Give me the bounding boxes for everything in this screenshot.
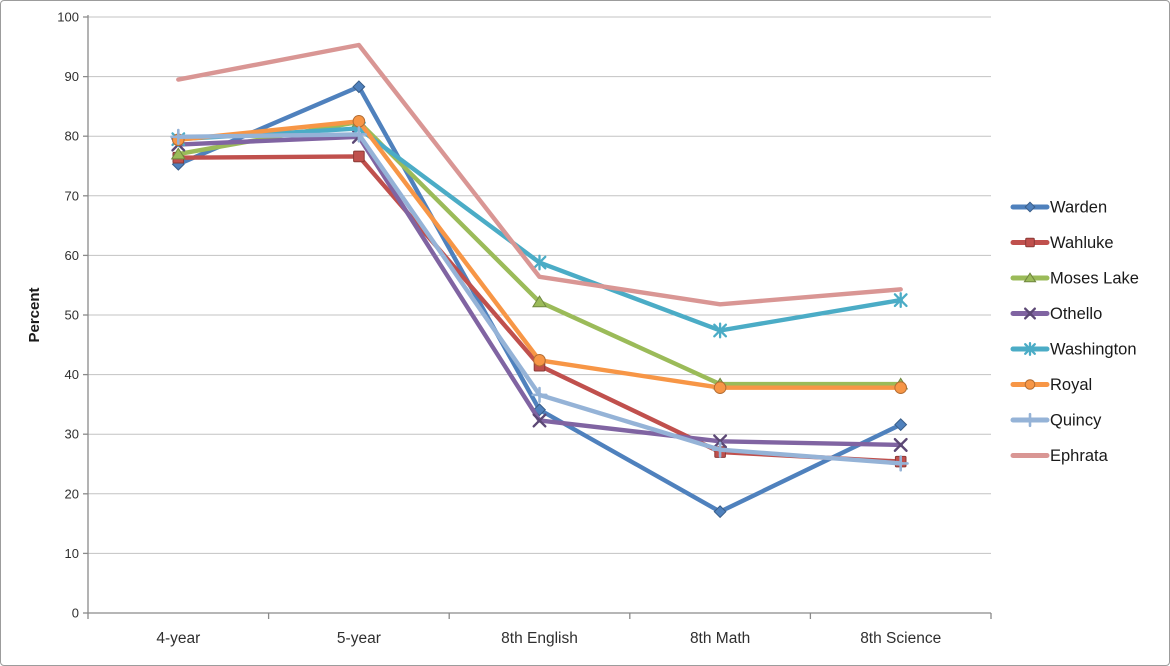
series-marker-quincy [711, 441, 729, 458]
legend-item-moses-lake: Moses Lake [1010, 270, 1139, 288]
series-marker-warden [894, 418, 908, 432]
line [1024, 343, 1036, 355]
series-marker-washington [713, 322, 728, 339]
legend-label: Warden [1050, 199, 1107, 217]
x-axis-label: 8th Math [690, 630, 750, 647]
legend-item-othello: Othello [1010, 305, 1102, 323]
series-marker-quincy [170, 128, 187, 145]
y-axis-tick-label: 90 [65, 69, 79, 84]
series-marker-othello [713, 434, 728, 449]
series-marker-quincy [892, 455, 909, 472]
y-axis-tick-label: 0 [72, 606, 79, 621]
y-axis-tick-label: 80 [65, 129, 79, 144]
series-marker-washington [532, 254, 547, 271]
series-marker-othello [893, 437, 908, 452]
legend-label: Quincy [1050, 412, 1102, 430]
y-axis-tick-label: 30 [65, 427, 79, 442]
legend-label: Othello [1050, 305, 1102, 323]
legend-label: Moses Lake [1050, 270, 1139, 288]
series-marker-warden [713, 505, 727, 519]
legend-item-wahluke: Wahluke [1010, 234, 1114, 252]
series-quincy [170, 126, 909, 472]
line [713, 323, 728, 338]
legend-marker-warden [1024, 201, 1036, 213]
line [532, 413, 547, 428]
series-marker-quincy [531, 386, 548, 403]
series-marker-moses-lake [531, 295, 548, 308]
series-marker-moses-lake [170, 147, 186, 160]
legend-label: Ephrata [1050, 447, 1109, 465]
series-marker-wahluke [353, 150, 365, 163]
series-marker-othello [532, 413, 547, 428]
x-axis-label: 5-year [337, 630, 381, 647]
series-layer [170, 42, 909, 519]
x-axis-label: 8th Science [860, 630, 941, 647]
series-marker-warden [532, 403, 547, 417]
y-axis-tick-label: 20 [65, 486, 79, 501]
line [713, 434, 728, 449]
legend: Warden Wahluke Moses Lake Othello Washington… [1010, 199, 1139, 465]
legend-marker-moses-lake [1023, 272, 1037, 283]
series-line-moses-lake [176, 119, 903, 387]
legend-marker-wahluke [1025, 237, 1035, 248]
axes-layer: 0 10 20 30 40 50 60 70 80 90 100 4-year 5-year 8th En… [57, 10, 992, 647]
y-axis-tick-label: 10 [65, 546, 79, 561]
y-axis-tick-label: 70 [65, 188, 79, 203]
series-marker-royal [352, 115, 366, 128]
series-marker-royal [713, 381, 727, 395]
gridlines-layer [88, 16, 991, 554]
legend-label: Wahluke [1050, 234, 1114, 252]
series-marker-royal [894, 381, 908, 395]
x-axis-label: 8th English [501, 630, 578, 647]
y-axis-title: Percent [26, 287, 43, 342]
y-axis-tick-label: 50 [65, 308, 79, 323]
x-axis-label: 4-year [156, 630, 200, 647]
legend-label: Royal [1050, 376, 1092, 394]
line [893, 437, 908, 452]
legend-item-warden: Warden [1010, 199, 1107, 217]
legend-item-quincy: Quincy [1010, 412, 1102, 430]
legend-marker-royal [1024, 379, 1036, 390]
legend-label: Washington [1050, 341, 1137, 359]
series-marker-royal [533, 353, 546, 367]
line [893, 293, 908, 308]
legend-item-washington: Washington [1010, 341, 1137, 359]
series-marker-washington [893, 292, 908, 309]
line [1023, 307, 1037, 320]
series-marker-warden [352, 80, 366, 94]
legend-marker-washington [1024, 342, 1036, 356]
series-marker-quincy [350, 126, 368, 143]
y-axis-tick-label: 40 [65, 367, 79, 382]
legend-item-royal: Royal [1010, 376, 1092, 394]
y-axis-tick-label: 100 [57, 10, 79, 25]
line [532, 255, 547, 270]
series-ephrata [176, 42, 903, 307]
series-line-royal [176, 119, 903, 390]
y-axis-tick-label: 60 [65, 248, 79, 263]
legend-marker-quincy [1022, 412, 1038, 428]
legend-marker-othello [1023, 307, 1037, 320]
series-line-ephrata [176, 42, 903, 307]
legend-item-ephrata: Ephrata [1010, 447, 1109, 465]
